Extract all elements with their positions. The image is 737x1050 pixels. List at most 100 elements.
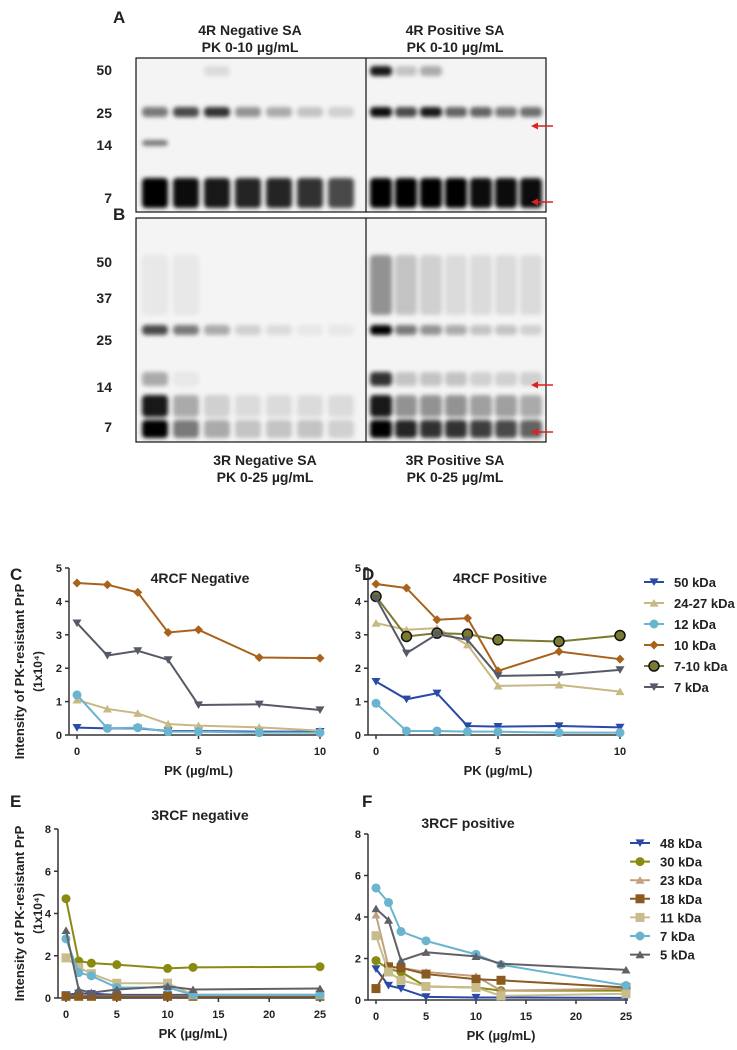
marker-25: 25 [96, 332, 112, 348]
red-arrow-icon [531, 381, 553, 389]
data-point [554, 722, 564, 731]
y-tick-label: 2 [355, 663, 361, 675]
band [445, 255, 467, 315]
band [520, 372, 542, 386]
legend-label: 7-10 kDa [674, 659, 728, 674]
data-point [496, 959, 506, 968]
band [495, 395, 517, 417]
x-tick-label: 5 [495, 746, 501, 758]
x-tick-label: 0 [373, 1011, 379, 1023]
data-point [102, 651, 112, 660]
blot-b-right-title: 3R Positive SA PK 0-25 µg/mL [355, 452, 555, 486]
band [328, 178, 354, 208]
data-point [102, 723, 112, 733]
data-point [133, 647, 143, 655]
band [520, 107, 542, 117]
data-point [188, 985, 198, 994]
y-tick-label: 4 [56, 596, 63, 608]
legend-item: 18 kDa [630, 892, 703, 907]
data-point [163, 991, 173, 1001]
band [495, 255, 517, 315]
data-point [315, 962, 325, 972]
data-point [402, 726, 411, 736]
data-point [133, 587, 143, 597]
band [395, 255, 417, 315]
data-point [194, 721, 203, 730]
band [395, 107, 417, 117]
x-tick-label: 15 [212, 1009, 224, 1021]
data-point [402, 695, 411, 704]
data-point [163, 982, 173, 990]
band [266, 420, 292, 438]
band [470, 178, 492, 208]
band [297, 420, 323, 438]
series-30-kda [61, 894, 325, 973]
x-axis-label: PK (µg/mL) [464, 763, 533, 778]
band [520, 178, 542, 208]
x-tick-label: 25 [620, 1011, 632, 1023]
y-tick-label: 2 [355, 954, 361, 966]
band [395, 395, 417, 417]
series-line [76, 582, 321, 660]
data-point [554, 671, 564, 679]
data-point [163, 963, 173, 973]
y-axis-label-units: (1x10⁴) [31, 893, 45, 934]
x-tick-label: 10 [314, 746, 326, 758]
data-point [86, 958, 96, 968]
panel-label-e: E [10, 792, 22, 811]
series-7-kda [72, 619, 325, 714]
data-point [463, 722, 472, 731]
band [204, 420, 230, 438]
band [370, 178, 392, 208]
arrow-head [531, 381, 538, 389]
chart-title: 4RCF Positive [453, 570, 547, 586]
data-point [102, 704, 112, 713]
data-point [496, 991, 506, 1001]
legend-item: 5 kDa [630, 948, 695, 963]
legend-label: 18 kDa [660, 892, 703, 907]
band [495, 420, 517, 438]
band [395, 178, 417, 208]
y-tick-label: 3 [56, 630, 62, 642]
band [173, 178, 199, 208]
arrow-head [531, 428, 538, 436]
legend-item: 50 kDa [644, 575, 717, 590]
data-point [400, 630, 413, 643]
band [173, 372, 199, 386]
band [204, 178, 230, 208]
series-7-10-kda [370, 590, 626, 648]
blot-a [135, 57, 547, 213]
y-axis-label: Intensity of PK-resistant PrP [12, 583, 27, 759]
legend-label: 50 kDa [674, 575, 717, 590]
data-point [72, 619, 82, 628]
blot-bands [142, 66, 542, 208]
data-point [421, 936, 431, 946]
data-point [554, 647, 564, 656]
band [142, 107, 168, 117]
band [173, 255, 199, 315]
data-point [384, 967, 393, 977]
y-tick-label: 1 [355, 697, 361, 709]
y-tick-label: 0 [355, 730, 361, 742]
data-point [432, 630, 442, 639]
data-point [188, 962, 198, 972]
band [173, 107, 199, 117]
data-point [396, 927, 406, 937]
x-tick-label: 5 [423, 1011, 429, 1023]
data-point [102, 580, 112, 590]
series-10-kda [72, 578, 325, 663]
data-point [163, 719, 173, 728]
data-point [163, 727, 173, 737]
x-tick-label: 20 [570, 1011, 582, 1023]
band [204, 395, 230, 417]
band [370, 420, 392, 438]
series-line [375, 583, 621, 673]
data-point [194, 625, 203, 635]
data-point [649, 640, 659, 650]
data-point [384, 981, 393, 990]
data-point [384, 916, 393, 924]
chart-d: 4RCF Positive 0 1 2 3 4 5 0 5 10 PK (µg/mL) 50 kDa 2… [355, 563, 736, 778]
band [266, 395, 292, 417]
y-tick-label: 4 [355, 596, 362, 608]
chart-f: 3RCF positive 0 2 4 6 8 0 5 10 15 20 25 PK (µg/mL) 48… [355, 815, 703, 1043]
